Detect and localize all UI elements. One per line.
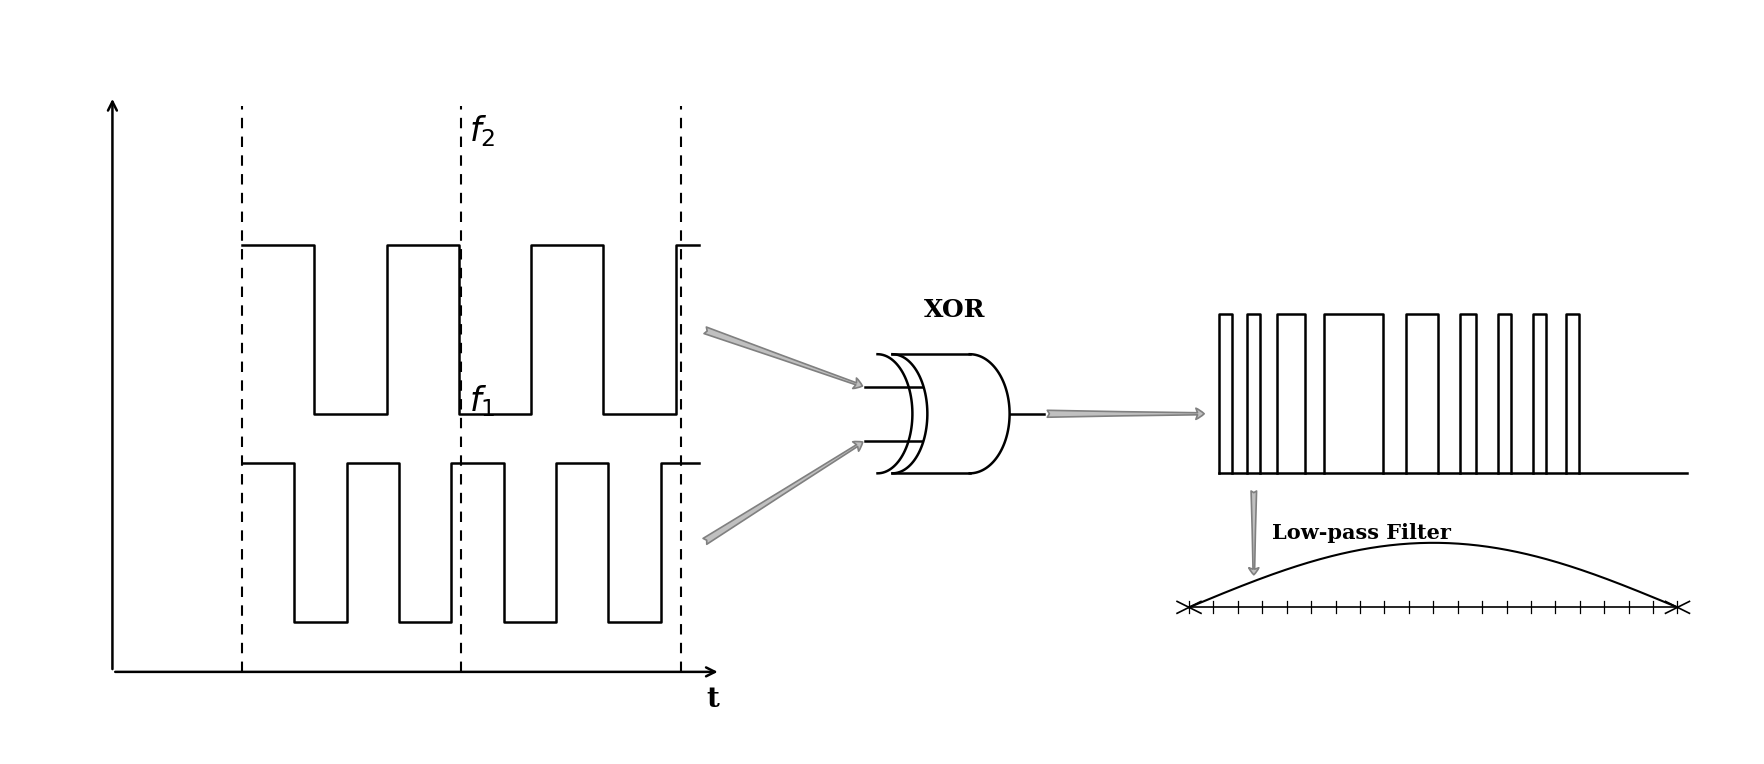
Text: Low-pass Filter: Low-pass Filter (1272, 523, 1450, 543)
Text: $f_1$: $f_1$ (469, 384, 496, 419)
Text: XOR: XOR (924, 299, 986, 322)
Text: $f_2$: $f_2$ (469, 113, 496, 149)
Text: t: t (706, 686, 720, 713)
